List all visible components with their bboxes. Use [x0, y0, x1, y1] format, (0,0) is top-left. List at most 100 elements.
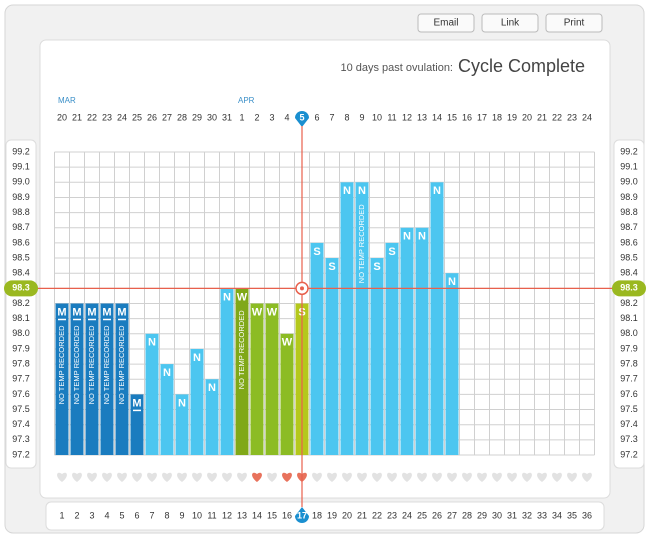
bar-label: N	[418, 231, 426, 243]
bar	[280, 333, 294, 455]
cycle-day-box	[45, 501, 605, 531]
date-label: 20	[57, 112, 67, 122]
bar	[325, 258, 339, 455]
date-label: 22	[87, 112, 97, 122]
y-tick-label: 97.6	[620, 389, 638, 399]
bar	[415, 227, 429, 455]
y-tick-label: 97.8	[620, 358, 638, 368]
cycle-day-label: 17	[297, 510, 307, 520]
heart	[267, 472, 277, 482]
heart	[237, 472, 247, 482]
y-tick-label: 99.0	[12, 177, 30, 187]
bar-note: NO TEMP RECORDED	[357, 204, 366, 283]
button[interactable]: Print	[545, 13, 603, 33]
heart	[522, 472, 532, 482]
date-label: 26	[147, 112, 157, 122]
bar	[100, 303, 114, 455]
bar	[235, 288, 249, 455]
bar	[385, 242, 399, 455]
date-label: 8	[344, 112, 349, 122]
month-label: APR	[238, 96, 255, 105]
button[interactable]: Link	[481, 13, 539, 33]
cycle-day-label: 35	[567, 510, 577, 520]
y-tick-label: 98.5	[620, 252, 638, 262]
date-label: 21	[72, 112, 82, 122]
bar-label: M	[87, 306, 96, 318]
coverline-label: 98.3	[12, 283, 30, 293]
date-label: 1	[239, 112, 244, 122]
bar	[430, 182, 444, 456]
cycle-day-label: 29	[477, 510, 487, 520]
button-frame[interactable]	[545, 13, 603, 33]
y-tick-label: 98.1	[12, 313, 30, 323]
date-label: 23	[102, 112, 112, 122]
y-tick-label: 97.3	[12, 434, 30, 444]
bar-note: NO TEMP RECORDED	[237, 310, 246, 389]
bar-note: NO TEMP RECORDED	[72, 325, 81, 404]
date-label: 30	[207, 112, 217, 122]
bar-label: S	[388, 246, 395, 258]
date-label: 19	[507, 112, 517, 122]
y-tick-label: 98.6	[12, 237, 30, 247]
bar-label: W	[252, 306, 263, 318]
date-label: 14	[432, 112, 442, 122]
date-label: 24	[117, 112, 127, 122]
bar-label: N	[163, 367, 171, 379]
heart	[222, 472, 232, 482]
heart	[567, 472, 577, 482]
date-label: 28	[177, 112, 187, 122]
bar-label: M	[132, 397, 141, 409]
bar-label: N	[148, 337, 156, 349]
y-tick-label: 97.2	[12, 449, 30, 459]
y-tick-label: 98.8	[12, 207, 30, 217]
bar-label: W	[237, 291, 248, 303]
heart	[282, 472, 292, 482]
heart	[252, 472, 262, 482]
y-tick-label: 97.7	[620, 374, 638, 384]
y-tick-label: 98.9	[620, 192, 638, 202]
date-label: 15	[447, 112, 457, 122]
date-label: 25	[132, 112, 142, 122]
button-label[interactable]: Email	[433, 18, 458, 29]
ovulation-badge	[295, 507, 309, 523]
heart	[387, 472, 397, 482]
button-frame[interactable]	[481, 13, 539, 33]
bar-label: N	[403, 231, 411, 243]
button-label[interactable]: Print	[564, 18, 585, 29]
y-tick-label: 97.8	[12, 358, 30, 368]
bar-label: S	[373, 261, 380, 273]
heart	[57, 472, 67, 482]
y-tick-label: 99.1	[12, 162, 30, 172]
bar-label: N	[178, 397, 186, 409]
date-label: 13	[417, 112, 427, 122]
button[interactable]: Email	[417, 13, 475, 33]
heart	[192, 472, 202, 482]
date-label: 24	[582, 112, 592, 122]
cycle-day-label: 2	[74, 510, 79, 520]
y-tick-label: 98.0	[12, 328, 30, 338]
cycle-day-label: 27	[447, 510, 457, 520]
coverline-tag	[612, 280, 646, 297]
y-tick-label: 99.2	[620, 146, 638, 156]
button-frame[interactable]	[417, 13, 475, 33]
cycle-day-label: 30	[492, 510, 502, 520]
heart	[327, 472, 337, 482]
bar	[160, 364, 174, 455]
ovulation-badge	[295, 111, 309, 127]
y-tick-label: 97.7	[12, 374, 30, 384]
cycle-day-label: 25	[417, 510, 427, 520]
bar	[175, 394, 189, 455]
heart	[132, 472, 142, 482]
heart	[552, 472, 562, 482]
heart	[162, 472, 172, 482]
y-tick-label: 98.8	[620, 207, 638, 217]
status-title: Cycle Complete	[458, 56, 585, 76]
y-tick-label: 98.7	[12, 222, 30, 232]
left-axis-box	[5, 139, 37, 469]
heart	[582, 472, 592, 482]
date-label: 20	[522, 112, 532, 122]
button-label[interactable]: Link	[501, 18, 520, 29]
bar	[85, 303, 99, 455]
bar	[310, 242, 324, 455]
bar-label: M	[102, 306, 111, 318]
